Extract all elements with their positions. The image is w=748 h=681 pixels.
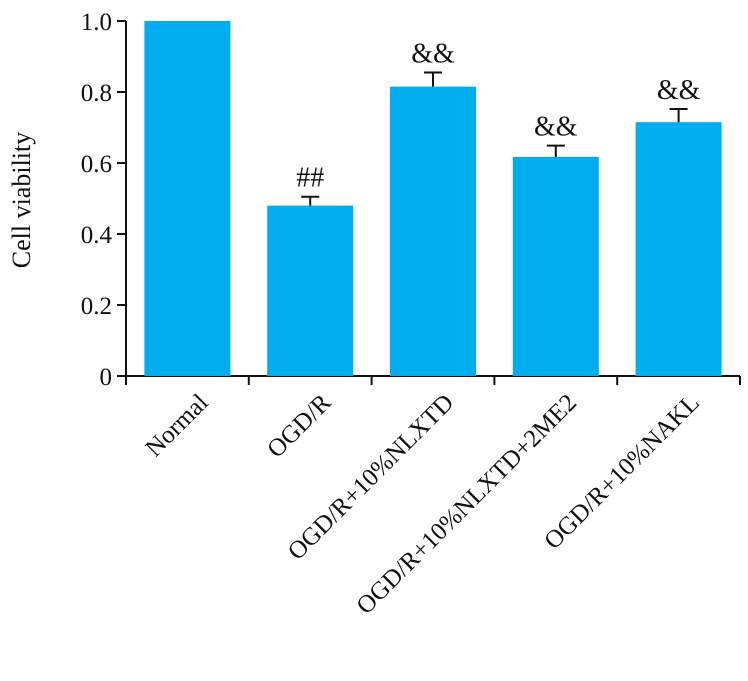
x-tick-label: Normal [141,389,214,462]
y-tick-label: 0.2 [81,293,112,320]
bar [512,156,599,376]
y-tick-label: 0.8 [81,80,112,107]
x-tick-label: OGD/R+10%NLXTD+2ME2 [352,389,583,620]
y-tick-label: 0.6 [81,151,112,178]
bar [390,86,476,377]
y-axis: 0 0.2 0.4 0.6 0.8 1.0 [81,9,127,391]
bar [635,122,722,376]
x-axis: Normal OGD/ROGD/R+10%NLXTDOGD/R+10%NLXTD+… [125,375,741,620]
bars: ## && && && [144,21,722,377]
y-tick-label: 1.0 [81,9,112,36]
significance-marker: && [411,38,455,69]
bar [144,21,231,376]
significance-marker: ## [296,163,324,194]
significance-marker: && [534,112,578,143]
bar [267,205,354,376]
y-tick-label: 0.4 [81,222,113,249]
significance-marker: && [657,75,701,106]
y-tick-label: 0 [100,364,113,391]
x-tick-label: OGD/R [262,389,336,463]
y-axis-title: Cell viability [7,132,36,269]
